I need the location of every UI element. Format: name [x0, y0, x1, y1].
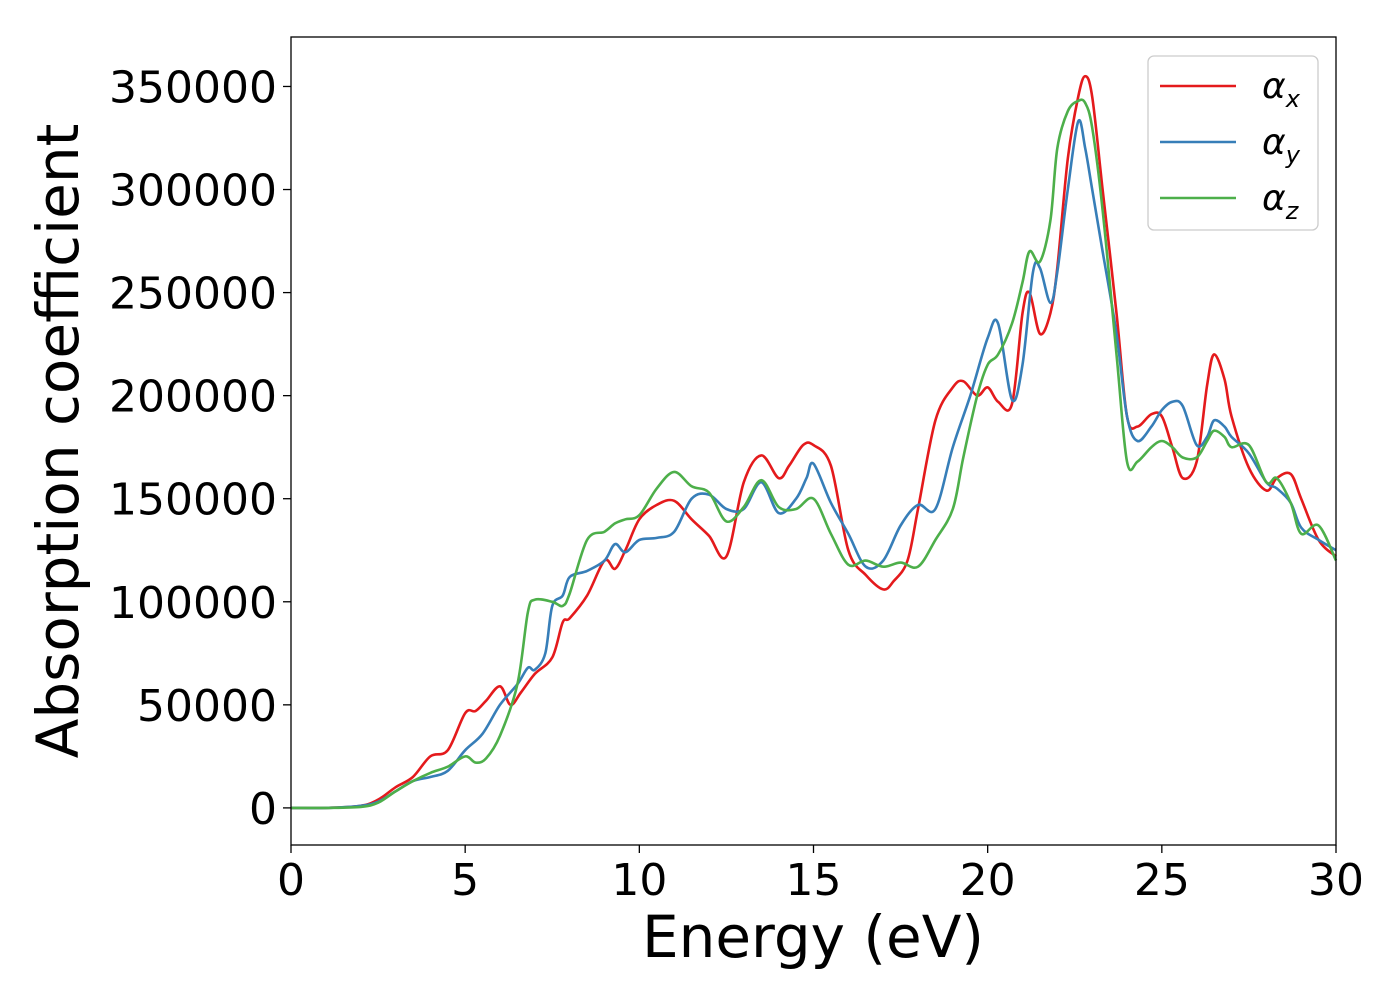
y-tick-label: 300000	[109, 166, 277, 217]
y-axis-ticks: 0 50000 100000 150000 200000 250000 300000 3500…	[109, 62, 291, 835]
series-line-z	[290, 98, 1338, 810]
x-tick-label: 5	[451, 855, 479, 906]
x-tick-label: 0	[277, 855, 305, 906]
legend: αx αy αz	[1147, 55, 1319, 231]
y-tick-label: 200000	[109, 372, 277, 423]
y-axis-title: Absorption coefficient	[24, 124, 92, 759]
y-tick-label: 0	[249, 784, 277, 835]
series-lines	[290, 74, 1338, 810]
series-line-y	[290, 118, 1337, 810]
y-tick-label: 50000	[137, 681, 277, 732]
y-tick-label: 100000	[109, 578, 277, 629]
y-tick-label: 250000	[109, 269, 277, 320]
x-tick-label: 25	[1134, 855, 1190, 906]
x-tick-label: 20	[960, 855, 1016, 906]
x-axis-ticks: 0 5 10 15 20 25 30	[277, 845, 1364, 906]
x-tick-label: 30	[1308, 855, 1364, 906]
x-axis-title: Energy (eV)	[642, 903, 984, 971]
legend-label-y: αy	[1262, 122, 1301, 169]
x-tick-label: 10	[611, 855, 667, 906]
legend-label-x: αx	[1262, 66, 1301, 113]
x-tick-label: 15	[786, 855, 842, 906]
y-tick-label: 350000	[109, 62, 277, 113]
y-tick-label: 150000	[109, 475, 277, 526]
legend-label-z: αz	[1262, 178, 1300, 225]
